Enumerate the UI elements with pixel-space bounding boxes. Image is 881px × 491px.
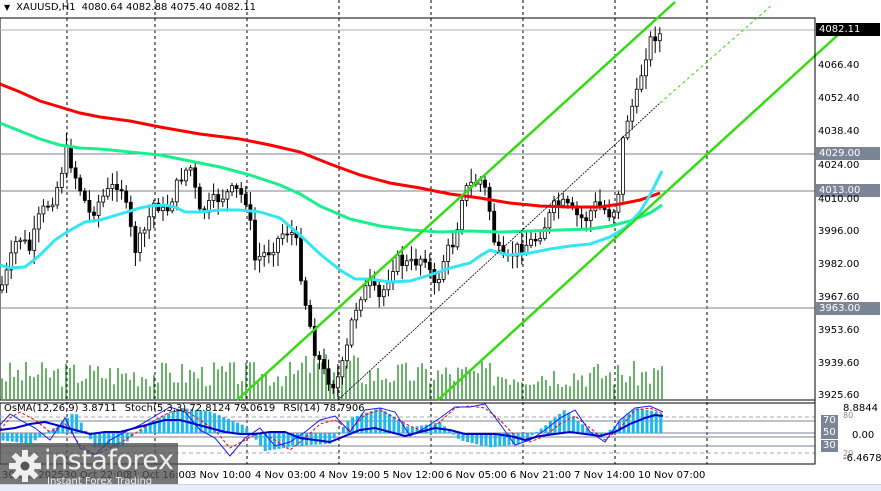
osma-zero: 0.00: [852, 430, 875, 441]
level-80: 80: [843, 411, 854, 420]
brand-tagline: Instant Forex Trading: [47, 476, 153, 487]
brand-name: instaforex: [44, 445, 174, 476]
gear-logo-icon: [9, 450, 41, 482]
price-tick: 4024.00: [818, 160, 860, 171]
level-tag-4013: 4013.00: [816, 184, 880, 197]
chart-header: ▼ XAUUSD,H1 4080.64 4082.88 4075.40 4082…: [4, 2, 256, 13]
price-tick: 4052.40: [818, 93, 860, 104]
open-value: 4080.64: [81, 2, 123, 13]
price-tick: 4038.40: [818, 126, 860, 137]
volume-bars: [1, 354, 663, 399]
ascending-channel: [236, 1, 841, 401]
stoch-main-value: 72.8124: [189, 403, 231, 414]
time-tick: 7 Nov 14:00: [574, 470, 636, 481]
osma-min: -6.4678: [843, 453, 881, 464]
rsi-value: 78.7906: [323, 403, 365, 414]
time-tick: 3 Nov 10:00: [190, 470, 252, 481]
osma-max: 8.8844: [843, 403, 878, 414]
level-30-tag: 30: [821, 440, 838, 452]
time-tick: 4 Nov 19:00: [319, 470, 381, 481]
stoch-label: Stoch(5,3,3): [124, 403, 187, 414]
indicator-header: OsMA(12,26,9) 3.8711 Stoch(5,3,3) 72.812…: [4, 403, 365, 414]
level-20: 20: [843, 449, 854, 458]
time-tick: 10 Nov 07:00: [638, 470, 706, 481]
time-tick: 5 Nov 12:00: [383, 470, 445, 481]
dropdown-triangle-icon[interactable]: ▼: [4, 3, 11, 12]
price-tick: 3939.60: [818, 358, 860, 369]
price-tick: 4010.00: [818, 194, 860, 205]
price-tick: 3925.60: [818, 390, 860, 401]
status-strip: [0, 484, 881, 491]
rsi-label: RSI(14): [283, 403, 321, 414]
price-tick: 3996.00: [818, 226, 860, 237]
price-tick: 3953.60: [818, 325, 860, 336]
high-value: 4082.88: [125, 2, 168, 13]
price-tick: 3967.60: [818, 292, 860, 303]
symbol-label: XAUUSD,H1: [16, 2, 76, 13]
main-chart-frame: [0, 17, 816, 401]
time-tick: 4 Nov 03:00: [255, 470, 317, 481]
osma-label: OsMA(12,26,9): [4, 403, 79, 414]
close-value: 4082.11: [214, 2, 257, 13]
stoch-signal-value: 79.0619: [233, 403, 276, 414]
level-tag-3963: 3963.00: [816, 302, 880, 315]
ma-red-line: [0, 82, 661, 209]
ma-cyan-line: [0, 170, 664, 284]
osma-value: 3.8711: [81, 403, 117, 414]
time-tick: 6 Nov 05:00: [446, 470, 508, 481]
current-price-tag: 4082.11: [816, 23, 880, 36]
price-tick: 4066.40: [818, 60, 860, 71]
instaforex-watermark: instaforex Instant Forex Trading: [0, 443, 178, 490]
time-tick: 6 Nov 21:00: [510, 470, 572, 481]
low-value: 4075.40: [170, 2, 212, 13]
level-50-tag: 50: [821, 427, 838, 439]
level-tag-4029: 4029.00: [816, 147, 880, 160]
ma-green-line: [0, 121, 663, 234]
level-70-tag: 70: [821, 415, 838, 427]
price-tick: 3982.00: [818, 259, 860, 270]
rsi-line: [0, 413, 664, 444]
